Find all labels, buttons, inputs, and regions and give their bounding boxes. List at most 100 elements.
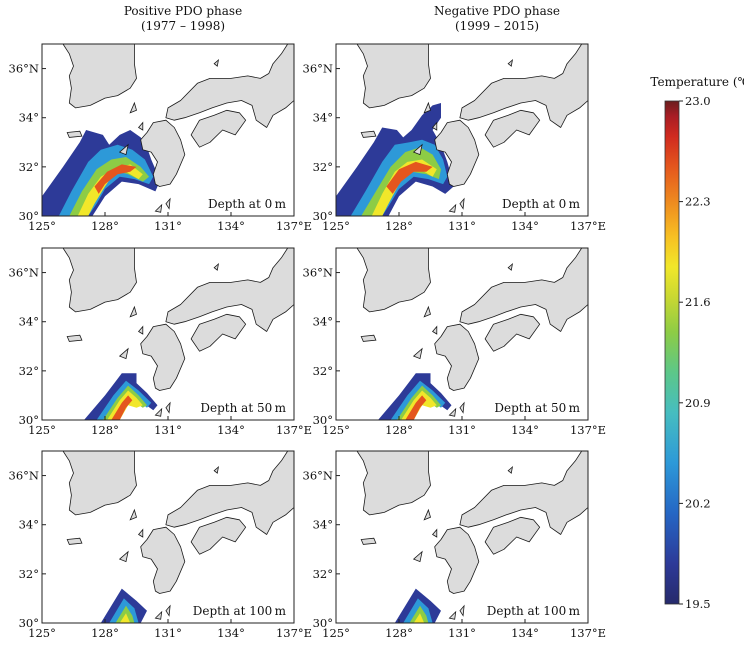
y-tick-label: 32° bbox=[313, 160, 333, 174]
coastline bbox=[356, 44, 431, 109]
map-panel: Depth at 100 m 125° 128° 131° 134° 137°E 30° 32… bbox=[9, 450, 312, 640]
island bbox=[118, 347, 129, 360]
y-tick-label: 36°N bbox=[303, 266, 333, 280]
y-tick-label: 34° bbox=[313, 111, 333, 125]
temperature-band bbox=[94, 164, 137, 194]
temperature-band bbox=[115, 605, 135, 623]
coastline bbox=[62, 451, 137, 516]
coastline bbox=[165, 44, 294, 128]
temperature-band bbox=[413, 613, 425, 623]
column-period-text: (1977 – 1998) bbox=[140, 19, 226, 33]
coastline bbox=[62, 248, 137, 313]
land-mass bbox=[356, 451, 588, 620]
island bbox=[459, 197, 465, 210]
island bbox=[165, 197, 171, 210]
temperature-band bbox=[405, 395, 427, 420]
island bbox=[118, 143, 129, 156]
temperature-colorbar: Temperature (℃) 19.5 20.2 20.9 21.6 22.3 23.0 bbox=[650, 75, 744, 611]
coastline bbox=[356, 248, 431, 313]
x-tick-label: 137°E bbox=[276, 219, 312, 233]
x-tick-label: 131° bbox=[154, 423, 182, 437]
island bbox=[431, 325, 438, 335]
depth-label: Depth at 100 m bbox=[487, 604, 581, 618]
column-period-text: (1999 – 2015) bbox=[454, 19, 540, 33]
island bbox=[137, 325, 144, 335]
y-tick-label: 36°N bbox=[9, 266, 39, 280]
x-tick-label: 128° bbox=[91, 423, 119, 437]
y-tick-label: 34° bbox=[313, 315, 333, 329]
y-tick-label: 34° bbox=[313, 518, 333, 532]
island bbox=[412, 347, 423, 360]
island bbox=[165, 401, 171, 414]
colorbar-tick-label: 21.6 bbox=[685, 295, 711, 309]
coastline bbox=[140, 526, 186, 594]
column-title-text: Negative PDO phase bbox=[434, 4, 560, 18]
y-tick-label: 36°N bbox=[303, 62, 333, 76]
x-tick-label: 125° bbox=[322, 626, 350, 640]
x-tick-label: 134° bbox=[511, 626, 539, 640]
land-mass bbox=[356, 44, 588, 213]
colorbar-title: Temperature (℃) bbox=[650, 75, 744, 89]
colorbar-tick-label: 23.0 bbox=[685, 94, 711, 108]
temperature-band bbox=[111, 395, 133, 420]
island bbox=[154, 203, 163, 213]
x-tick-label: 128° bbox=[385, 626, 413, 640]
island bbox=[459, 604, 465, 617]
island bbox=[431, 121, 438, 131]
coastline bbox=[434, 119, 480, 187]
y-tick-label: 36°N bbox=[303, 469, 333, 483]
x-tick-label: 137°E bbox=[276, 626, 312, 640]
x-tick-label: 131° bbox=[448, 626, 476, 640]
y-tick-label: 30° bbox=[19, 616, 39, 630]
island bbox=[448, 610, 457, 620]
map-panel: Depth at 50 m 125° 128° 131° 134° 137°E 30° 32°… bbox=[9, 247, 312, 437]
coastline bbox=[356, 451, 431, 516]
map-panel: Depth at 0 m 125° 128° 131° 134° 137°E 30° 32° 3… bbox=[303, 43, 606, 233]
island bbox=[459, 401, 465, 414]
land-mass bbox=[62, 44, 294, 213]
coastline bbox=[140, 119, 186, 187]
x-tick-label: 131° bbox=[448, 219, 476, 233]
coastline bbox=[484, 516, 541, 555]
land-mass bbox=[62, 451, 294, 620]
island bbox=[129, 508, 137, 521]
x-tick-label: 131° bbox=[448, 423, 476, 437]
x-tick-label: 125° bbox=[322, 423, 350, 437]
x-tick-label: 134° bbox=[511, 423, 539, 437]
coastline bbox=[190, 109, 247, 148]
coastline bbox=[190, 516, 247, 555]
temperature-band bbox=[371, 159, 437, 216]
coastline bbox=[459, 248, 588, 332]
depth-label: Depth at 0 m bbox=[208, 197, 287, 211]
x-tick-label: 131° bbox=[154, 626, 182, 640]
island bbox=[360, 537, 377, 545]
x-tick-label: 125° bbox=[28, 219, 56, 233]
x-tick-label: 137°E bbox=[570, 626, 606, 640]
map-panel: Depth at 50 m 125° 128° 131° 134° 137°E 30° 32°… bbox=[303, 247, 606, 437]
y-tick-label: 32° bbox=[19, 364, 39, 378]
coastline bbox=[140, 323, 186, 391]
map-panel: Depth at 100 m 125° 128° 131° 134° 137°E 30° 32… bbox=[303, 450, 606, 640]
warm-tongue bbox=[84, 373, 158, 420]
warm-tongue bbox=[378, 373, 452, 420]
x-tick-label: 125° bbox=[28, 423, 56, 437]
island bbox=[448, 407, 457, 417]
coastline bbox=[434, 323, 480, 391]
island bbox=[448, 203, 457, 213]
island bbox=[137, 121, 144, 131]
column-title-text: Positive PDO phase bbox=[123, 4, 243, 18]
y-tick-label: 32° bbox=[19, 567, 39, 581]
island bbox=[66, 537, 83, 545]
depth-label: Depth at 50 m bbox=[200, 401, 286, 415]
temperature-band bbox=[386, 161, 433, 194]
warm-tongue bbox=[336, 103, 454, 216]
coastline bbox=[190, 313, 247, 352]
warm-tongue bbox=[100, 588, 147, 623]
island bbox=[423, 305, 431, 318]
x-tick-label: 128° bbox=[91, 626, 119, 640]
column-title-negative-pdo: Negative PDO phase (1999 – 2015) bbox=[377, 4, 617, 34]
y-tick-label: 30° bbox=[313, 413, 333, 427]
warm-tongue bbox=[42, 130, 160, 216]
island bbox=[507, 262, 513, 271]
